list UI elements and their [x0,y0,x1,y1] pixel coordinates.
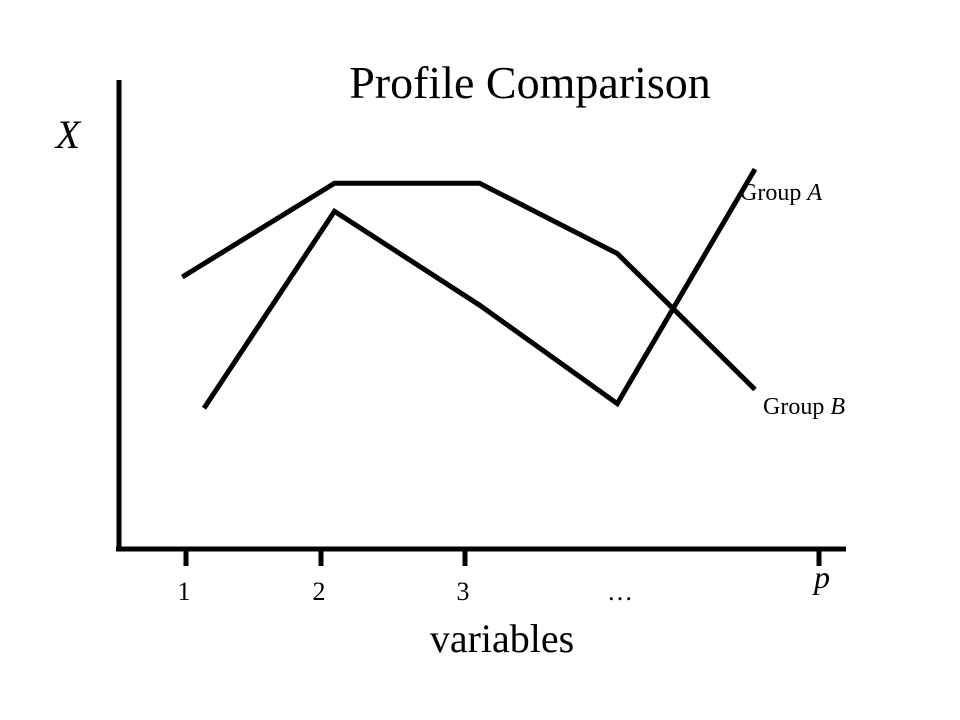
legend-group-a-var: A [805,180,822,206]
series-line-group-a [201,167,758,410]
legend-group-a-prefix: Group [740,180,807,206]
x-tick-label-3: 3 [457,577,470,606]
legend-group-b-prefix: Group [763,394,830,420]
x-tick-label-1: 1 [178,577,191,606]
legend-group-a: Group A [740,180,822,206]
series-lines [180,167,758,410]
legend-group-b-var: B [830,394,845,420]
legend-group-b: Group B [763,394,845,420]
x-axis-label: variables [430,616,574,661]
chart-title: Profile Comparison [349,57,711,108]
y-axis-label: X [54,112,82,157]
x-ticks: 1 2 3 … p [178,549,830,606]
x-tick-label-4: … [607,577,633,606]
x-tick-label-2: 2 [313,577,326,606]
x-tick-label-5: p [812,559,830,595]
series-line-group-b [180,180,757,392]
